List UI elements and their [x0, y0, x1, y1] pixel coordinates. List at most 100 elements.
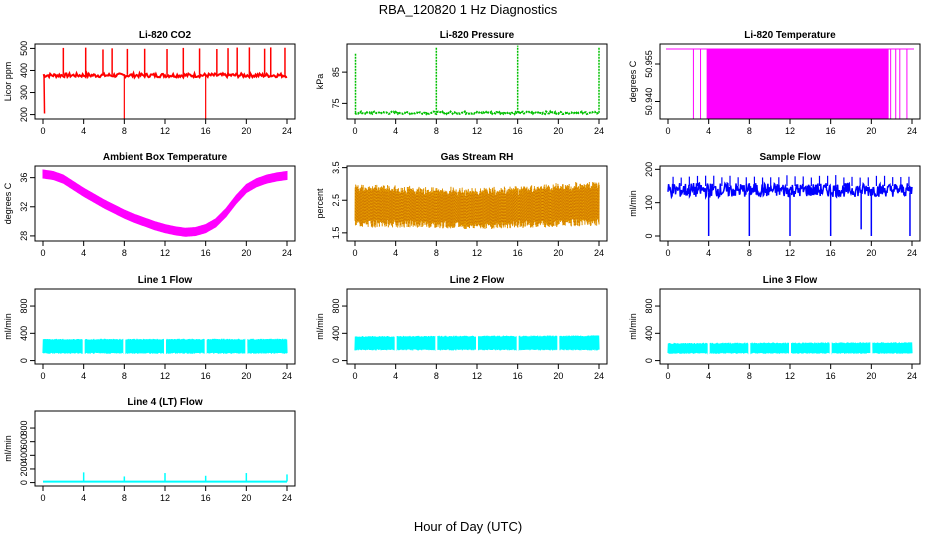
x-tick-label: 20: [866, 248, 876, 258]
x-tick-label: 20: [553, 248, 563, 258]
data-gap: [870, 341, 873, 356]
x-tick-label: 24: [594, 371, 604, 381]
y-tick-label: 50.955: [644, 50, 654, 78]
x-tick-label: 0: [40, 248, 45, 258]
x-tick-label: 12: [160, 126, 170, 136]
x-tick-label: 0: [352, 371, 357, 381]
y-tick-label: 50.940: [644, 88, 654, 116]
y-tick-label: 85: [331, 67, 341, 77]
x-tick-label: 20: [866, 126, 876, 136]
y-tick-label: 600: [19, 434, 29, 449]
y-tick-label: 400: [19, 326, 29, 341]
y-tick-label: 800: [331, 299, 341, 314]
panel-p9: Line 3 Flow ml/min 0 4 8 12 16 20 24 0 400 800: [628, 275, 921, 381]
x-tick-label: 0: [352, 126, 357, 136]
x-tick-label: 20: [241, 248, 251, 258]
plot-area: [666, 48, 914, 119]
y-axis-label: ml/min: [315, 313, 325, 340]
y-tick-label: 36: [19, 173, 29, 183]
panel-p7: Line 1 Flow ml/min 0 4 8 12 16 20 24 0 400 800: [3, 275, 296, 381]
x-tick-label: 24: [282, 248, 292, 258]
x-tick-label: 16: [201, 371, 211, 381]
y-tick-label: 800: [644, 299, 654, 314]
x-tick-label: 24: [594, 126, 604, 136]
data-band: [706, 49, 889, 119]
figure-xlabel: Hour of Day (UTC): [414, 519, 522, 534]
plot-area: [354, 334, 600, 352]
plot-area: [354, 45, 600, 116]
x-tick-label: 8: [122, 248, 127, 258]
panel-p4: Ambient Box Temperature degrees C 0 4 8 12 16 2…: [3, 152, 296, 258]
x-tick-label: 20: [241, 493, 251, 503]
data-gap: [245, 337, 248, 356]
x-tick-label: 4: [81, 248, 86, 258]
data-gap: [123, 337, 126, 356]
x-tick-label: 16: [513, 248, 523, 258]
y-axis-label: ml/min: [628, 313, 638, 340]
x-tick-label: 16: [513, 126, 523, 136]
y-tick-label: 400: [19, 448, 29, 463]
y-tick-label: 400: [331, 326, 341, 341]
y-tick-label: 3.5: [331, 161, 341, 174]
plot-frame: [34, 165, 296, 242]
y-tick-label: 28: [19, 231, 29, 241]
x-tick-label: 4: [393, 371, 398, 381]
y-tick-label: 200: [19, 107, 29, 122]
data-gap: [707, 341, 710, 356]
panel-p10: Line 4 (LT) Flow ml/min 0 4 8 12 16 20 24 0 200400…: [3, 397, 296, 503]
panel-title: Line 1 Flow: [138, 275, 193, 286]
y-axis-label: ml/min: [628, 190, 638, 217]
panel-title: Li-820 Temperature: [744, 30, 836, 41]
x-tick-label: 24: [907, 248, 917, 258]
x-tick-label: 0: [40, 126, 45, 136]
x-tick-label: 8: [122, 371, 127, 381]
y-tick-label: 500: [19, 41, 29, 56]
y-tick-label: 400: [644, 326, 654, 341]
y-tick-label: 0: [19, 480, 29, 485]
panel-p6: Sample Flow ml/min 0 4 8 12 16 20 24 0 100 200: [628, 152, 921, 258]
data-gap: [164, 337, 166, 356]
panel-title: Sample Flow: [759, 152, 820, 163]
y-tick-label: 200: [644, 162, 654, 177]
data-gap: [394, 334, 397, 352]
y-tick-label: 200: [19, 461, 29, 476]
series-band: [42, 169, 288, 237]
x-tick-label: 16: [826, 126, 836, 136]
data-gap: [516, 334, 519, 352]
panel-title: Ambient Box Temperature: [103, 152, 228, 163]
plot-frame: [34, 410, 296, 487]
y-axis-label: Licor ppm: [3, 62, 13, 102]
y-tick-label: 100: [644, 195, 654, 210]
x-tick-label: 4: [81, 126, 86, 136]
x-tick-label: 12: [160, 248, 170, 258]
x-tick-label: 8: [747, 126, 752, 136]
plot-frame: [659, 288, 921, 365]
x-tick-label: 16: [513, 371, 523, 381]
plot-area: [667, 341, 913, 356]
y-tick-label: 0: [644, 358, 654, 363]
plot-area: [354, 181, 600, 229]
x-tick-label: 0: [40, 493, 45, 503]
panel-title: Gas Stream RH: [441, 152, 514, 163]
x-tick-label: 4: [393, 126, 398, 136]
y-tick-label: 75: [331, 98, 341, 108]
y-tick-label: 32: [19, 202, 29, 212]
y-tick-label: 1.5: [331, 227, 341, 240]
x-tick-label: 16: [201, 493, 211, 503]
data-gap: [829, 341, 832, 356]
plot-area: [667, 175, 913, 236]
plot-frame: [346, 43, 608, 120]
x-tick-label: 24: [594, 248, 604, 258]
y-axis-label: kPa: [315, 74, 325, 90]
x-tick-label: 12: [160, 493, 170, 503]
x-tick-label: 16: [201, 248, 211, 258]
panel-p5: Gas Stream RH percent 0 4 8 12 16 20 24 1.5 2.5 3.5: [315, 152, 608, 258]
plot-frame: [659, 165, 921, 242]
series-line: [354, 109, 600, 116]
panel-title: Line 2 Flow: [450, 275, 505, 286]
data-gap: [748, 341, 751, 356]
x-tick-label: 24: [282, 371, 292, 381]
panel-p2: Li-820 Pressure kPa 0 4 8 12 16 20 24 75 85: [315, 30, 608, 136]
series-line: [42, 70, 288, 80]
